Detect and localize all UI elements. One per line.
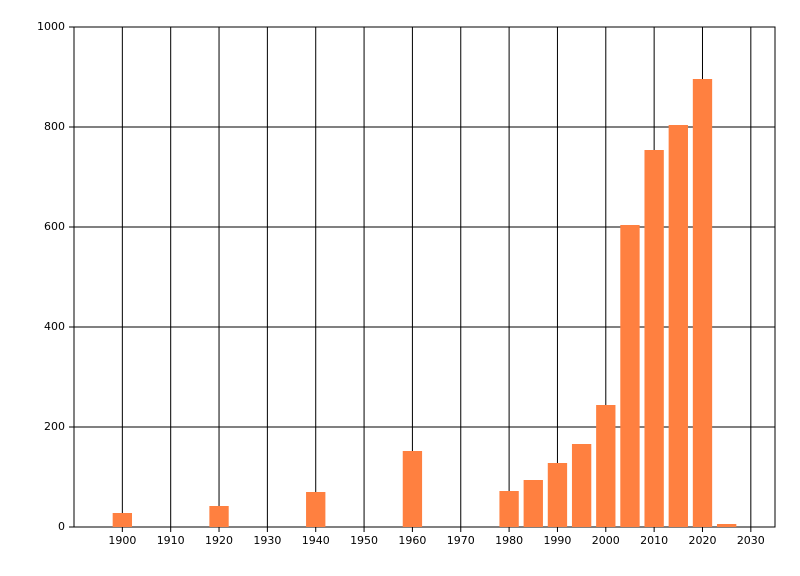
bar bbox=[571, 444, 592, 527]
x-tick-label: 1970 bbox=[447, 534, 475, 547]
bar bbox=[692, 79, 713, 527]
x-tick-label: 1930 bbox=[253, 534, 281, 547]
y-tick-label: 800 bbox=[44, 120, 65, 133]
bar bbox=[668, 125, 688, 527]
y-tick-label: 1000 bbox=[37, 20, 65, 33]
bar bbox=[306, 492, 326, 527]
x-tick-label: 1950 bbox=[350, 534, 378, 547]
y-tick-label: 200 bbox=[44, 420, 65, 433]
bar bbox=[644, 150, 664, 527]
bar bbox=[716, 524, 737, 527]
bar bbox=[547, 463, 568, 527]
bar bbox=[209, 506, 229, 527]
x-tick-label: 1940 bbox=[302, 534, 330, 547]
plot-frame bbox=[73, 26, 776, 528]
x-tick-label: 2020 bbox=[688, 534, 716, 547]
x-tick-label: 1960 bbox=[398, 534, 426, 547]
x-tick-label: 2010 bbox=[640, 534, 668, 547]
bar bbox=[620, 225, 640, 527]
x-tick-label: 1990 bbox=[543, 534, 571, 547]
x-tick-label: 2030 bbox=[737, 534, 765, 547]
x-tick-label: 1910 bbox=[157, 534, 185, 547]
bar bbox=[112, 513, 133, 527]
y-tick-label: 600 bbox=[44, 220, 65, 233]
x-tick-label: 1900 bbox=[108, 534, 136, 547]
bar bbox=[523, 480, 543, 527]
bar bbox=[499, 491, 519, 527]
x-tick-label: 1980 bbox=[495, 534, 523, 547]
bar bbox=[596, 405, 616, 527]
x-tick-label: 1920 bbox=[205, 534, 233, 547]
x-tick-label: 2000 bbox=[592, 534, 620, 547]
y-tick-label: 0 bbox=[58, 520, 65, 533]
y-tick-label: 400 bbox=[44, 320, 65, 333]
bar bbox=[402, 451, 423, 527]
